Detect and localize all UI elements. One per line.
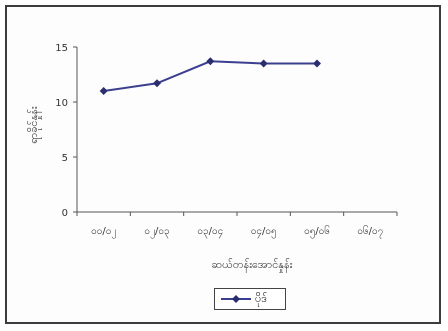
x-tick-label: ၀၃/၀၄ — [197, 226, 223, 239]
data-point — [206, 57, 215, 66]
legend-label: ပိုဒ် — [255, 292, 268, 305]
data-point — [313, 59, 321, 68]
chart-frame — [5, 5, 441, 324]
x-tick-label: ၀၂/၀၃ — [144, 226, 169, 239]
x-axis: ၀၀/၀၂ ၀၂/၀၃ ၀၃/၀၄ ၀၄/၀၅ ၀၅/၀၆ ၀၆/၀၇ — [76, 211, 398, 239]
x-tick-label: ၀၀/၀၂ — [91, 226, 116, 239]
y-axis: 0 5 10 15 — [55, 43, 78, 219]
y-tick-label: 10 — [55, 98, 68, 109]
x-axis-label: ဆယ်တန်းအောင်နှုန်း — [212, 258, 293, 273]
data-point — [153, 79, 161, 88]
data-point — [99, 87, 108, 95]
series-line — [103, 60, 317, 92]
legend: ပိုဒ် — [214, 288, 286, 310]
y-tick-label: 0 — [62, 208, 68, 219]
legend-marker-icon — [221, 295, 251, 303]
data-point — [259, 59, 268, 68]
y-axis-label: ရာခိုင်နှုန်း — [27, 106, 42, 144]
x-tick-label: ၀၅/၀၆ — [304, 224, 330, 239]
x-tick-label: ၀၄/၀၅ — [251, 226, 277, 239]
series-group — [99, 57, 321, 95]
y-tick-label: 15 — [55, 43, 68, 54]
y-tick-label: 5 — [62, 153, 68, 164]
x-tick-label: ၀၆/၀၇ — [357, 224, 383, 239]
